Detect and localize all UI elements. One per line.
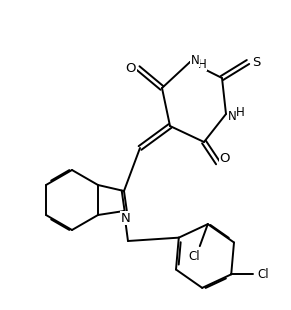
Text: S: S [252,55,260,69]
Text: H: H [198,57,206,70]
Text: O: O [220,153,230,166]
Text: Cl: Cl [258,268,269,281]
Text: H: H [236,105,244,118]
Text: N: N [121,211,131,224]
Text: Cl: Cl [188,250,200,263]
Text: N: N [191,54,199,67]
Text: O: O [126,61,136,74]
Text: N: N [228,109,236,122]
